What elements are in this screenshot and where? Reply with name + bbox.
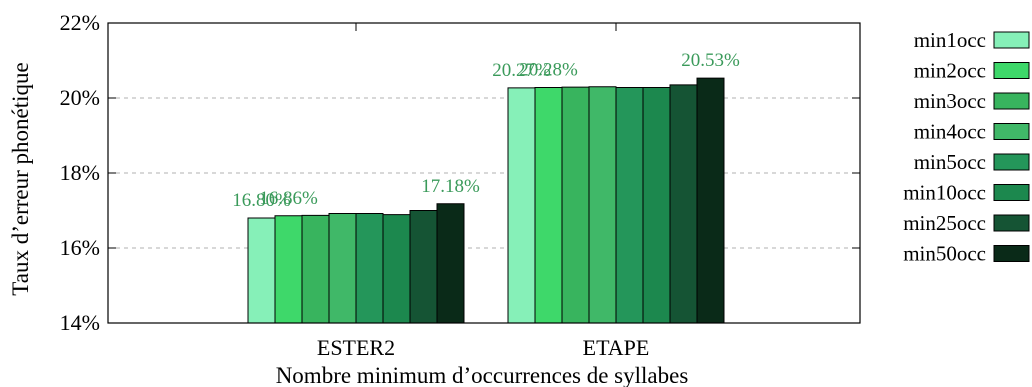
bar-ester2-min10occ [382, 214, 411, 324]
x-axis-title: Nombre minimum d’occurrences de syllabes [276, 363, 689, 387]
legend-swatch [993, 245, 1030, 262]
legend-swatch [993, 62, 1030, 79]
bar-ester2-min25occ [409, 210, 438, 324]
legend-label: min25occ [903, 211, 986, 235]
x-tick-label: ETAPE [583, 335, 650, 360]
bar-ester2-min1occ [247, 217, 276, 324]
x-axis-ticks: ESTER2 ETAPE [317, 23, 649, 360]
y-tick-label: 18% [60, 160, 100, 185]
legend-swatch [993, 153, 1030, 171]
data-label: 17.18% [421, 176, 480, 197]
data-label: 20.28% [519, 60, 578, 81]
y-tick-label: 20% [60, 85, 100, 110]
y-tick-label: 16% [60, 235, 100, 260]
bar-etape-min10occ [642, 87, 671, 324]
legend-label: min50occ [903, 242, 986, 266]
y-axis-title: Taux d’erreur phonétique [8, 62, 33, 295]
bars [247, 77, 725, 324]
legend-swatch [993, 92, 1030, 110]
bar-etape-min4occ [588, 86, 617, 324]
bar-etape-min1occ [507, 87, 536, 324]
x-tick-label: ESTER2 [317, 335, 395, 360]
data-label: 20.27% [492, 60, 551, 81]
legend-swatch [993, 31, 1030, 49]
legend-label: min1occ [914, 28, 986, 52]
legend-swatch [993, 214, 1030, 232]
data-label: 16.86% [259, 188, 318, 209]
data-labels: 16.80%16.86% 17.18% 20.27%20.28% 20.53% [232, 50, 740, 211]
y-tick-label: 14% [60, 310, 100, 335]
bar-ester2-min4occ [328, 213, 357, 324]
legend-label: min3occ [914, 89, 986, 113]
bar-etape-min25occ [669, 84, 698, 324]
bar-etape-min50occ [696, 77, 725, 324]
legend-label: min2occ [914, 59, 986, 83]
bar-ester2-min5occ [355, 213, 384, 324]
legend-swatch [993, 184, 1030, 201]
legend-swatch [993, 123, 1030, 140]
gridlines [108, 97, 860, 249]
y-axis-ticks: 14% 16% 18% 20% 22% [60, 10, 860, 335]
bar-etape-min5occ [615, 87, 644, 324]
bar-ester2-min2occ [274, 215, 303, 324]
data-label: 20.53% [681, 50, 740, 71]
y-tick-label: 22% [60, 10, 100, 35]
bar-ester2-min50occ [436, 203, 465, 324]
bar-ester2-min3occ [301, 214, 330, 324]
bar-etape-min3occ [561, 86, 590, 324]
legend-label: min5occ [914, 150, 986, 174]
data-label: 16.80% [232, 190, 291, 211]
legend-label: min10occ [903, 181, 986, 205]
legend-label: min4occ [914, 120, 986, 144]
legend: min1occ min2occ min3occ min4occ min5occ min10… [903, 28, 1030, 266]
bar-etape-min2occ [534, 87, 563, 324]
